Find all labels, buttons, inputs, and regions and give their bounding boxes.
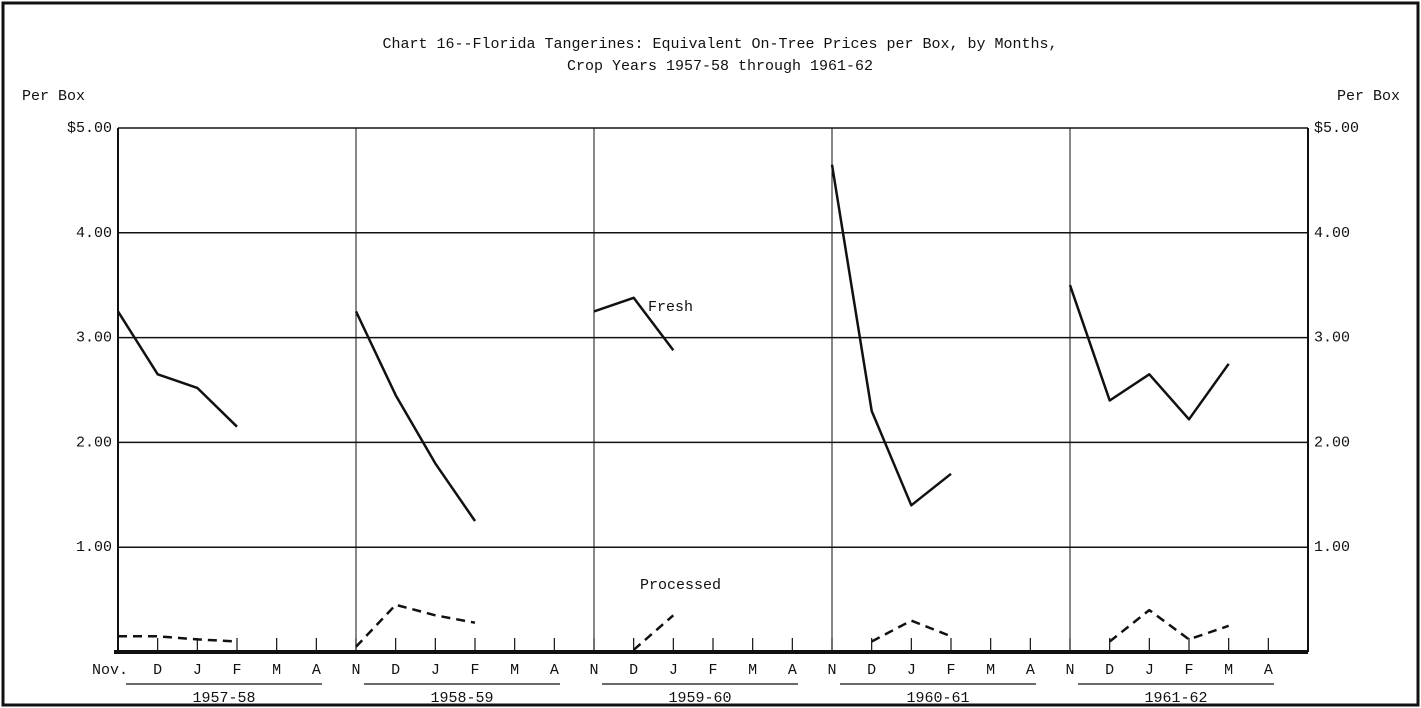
x-tick-label: F	[232, 662, 241, 679]
y-tick-label: 1.00	[76, 539, 112, 556]
year-label: 1957-58	[192, 690, 255, 707]
x-tick-label: A	[312, 662, 321, 679]
y2-tick-label: 1.00	[1314, 539, 1350, 556]
x-tick-label: A	[1264, 662, 1273, 679]
year-label: 1960-61	[906, 690, 969, 707]
y2-tick-label: 2.00	[1314, 434, 1350, 451]
x-tick-label: J	[907, 662, 916, 679]
x-tick-label: D	[867, 662, 876, 679]
x-tick-label: Nov.	[92, 662, 128, 679]
chart-title: Chart 16--Florida Tangerines: Equivalent…	[382, 36, 1057, 53]
chart-subtitle: Crop Years 1957-58 through 1961-62	[567, 58, 873, 75]
series-line	[118, 603, 1230, 651]
y2-axis-label: Per Box	[1337, 88, 1400, 105]
x-tick-label: N	[827, 662, 836, 679]
year-label: 1958-59	[430, 690, 493, 707]
year-label: 1961-62	[1144, 690, 1207, 707]
year-label: 1959-60	[668, 690, 731, 707]
series-line	[116, 164, 1230, 522]
x-tick-label: J	[1145, 662, 1154, 679]
x-tick-label: J	[431, 662, 440, 679]
y-tick-label: 4.00	[76, 225, 112, 242]
x-tick-label: D	[629, 662, 638, 679]
x-tick-label: D	[1105, 662, 1114, 679]
y-axis-label: Per Box	[22, 88, 85, 105]
x-tick-label: N	[1065, 662, 1074, 679]
x-tick-label: M	[748, 662, 757, 679]
x-tick-label: A	[550, 662, 559, 679]
y-tick-label: 3.00	[76, 330, 112, 347]
x-tick-label: M	[510, 662, 519, 679]
x-tick-label: M	[986, 662, 995, 679]
y-tick-label: 2.00	[76, 434, 112, 451]
x-tick-label: F	[470, 662, 479, 679]
y2-tick-label: $5.00	[1314, 120, 1359, 137]
y2-tick-label: 4.00	[1314, 225, 1350, 242]
x-tick-label: F	[1184, 662, 1193, 679]
x-tick-label: D	[391, 662, 400, 679]
x-tick-label: A	[788, 662, 797, 679]
x-tick-label: N	[351, 662, 360, 679]
x-tick-label: F	[946, 662, 955, 679]
series-annotation: Fresh	[648, 299, 693, 316]
series-annotation: Processed	[640, 577, 721, 594]
x-tick-label: J	[193, 662, 202, 679]
x-tick-label: N	[589, 662, 598, 679]
x-tick-label: F	[708, 662, 717, 679]
y-tick-label: $5.00	[67, 120, 112, 137]
x-tick-label: J	[669, 662, 678, 679]
x-tick-label: M	[1224, 662, 1233, 679]
x-tick-label: A	[1026, 662, 1035, 679]
y2-tick-label: 3.00	[1314, 330, 1350, 347]
x-tick-label: D	[153, 662, 162, 679]
x-tick-label: M	[272, 662, 281, 679]
